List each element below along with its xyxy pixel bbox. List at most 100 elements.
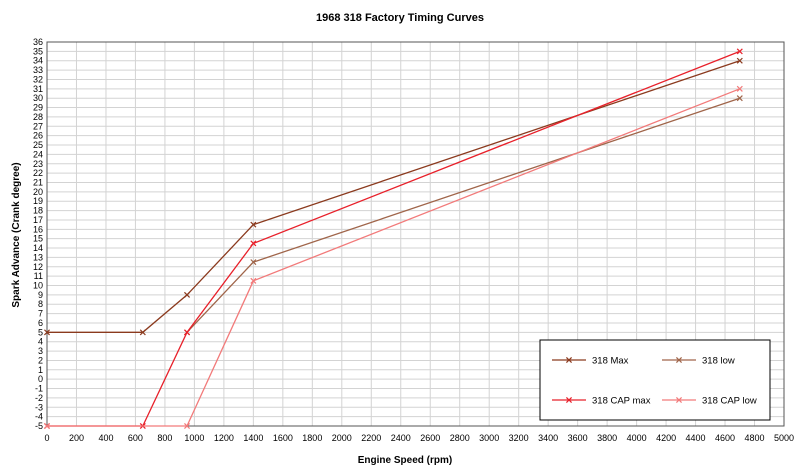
y-tick-label: 18 (33, 206, 43, 216)
y-tick-label: 34 (33, 56, 43, 66)
x-tick-label: 4400 (686, 433, 706, 443)
y-tick-label: 5 (38, 327, 43, 337)
y-tick-label: 31 (33, 84, 43, 94)
chart-title: 1968 318 Factory Timing Curves (316, 12, 484, 24)
x-tick-label: 2600 (420, 433, 440, 443)
y-tick-label: -3 (35, 402, 43, 412)
y-tick-label: 6 (38, 318, 43, 328)
y-tick-label: 29 (33, 103, 43, 113)
data-point (675, 396, 683, 404)
data-point (736, 95, 743, 102)
y-tick-label: 11 (34, 271, 43, 281)
data-point (184, 329, 191, 336)
x-tick-label: 1400 (243, 433, 263, 443)
data-point (139, 329, 146, 336)
x-tick-label: 3600 (568, 433, 588, 443)
legend: 318 Max 318 low 318 CAP max 318 CAP low (539, 339, 771, 421)
y-tick-label: 8 (38, 299, 43, 309)
data-point (250, 277, 257, 284)
y-tick-label: 32 (33, 74, 43, 84)
y-tick-label: 24 (33, 149, 43, 159)
y-tick-label: 20 (33, 187, 43, 197)
y-tick-label: -4 (35, 412, 43, 422)
legend-label: 318 CAP max (592, 396, 651, 407)
x-axis-label: Engine Speed (rpm) (358, 455, 452, 466)
y-tick-label: 17 (33, 215, 43, 225)
y-tick-label: 26 (33, 131, 43, 141)
y-tick-label: -5 (35, 421, 43, 431)
tick-labels: 0 200 400 600 800 1000 1200 1400 1600 1800 2000 220… (33, 37, 794, 443)
y-tick-label: 7 (38, 309, 43, 319)
y-tick-label: 4 (38, 337, 43, 347)
x-tick-label: 3400 (538, 433, 558, 443)
series-line (47, 88, 741, 427)
legend-label: 318 Max (592, 356, 629, 367)
x-tick-label: 2000 (332, 433, 352, 443)
x-tick-label: 1600 (273, 433, 293, 443)
data-point (736, 48, 743, 55)
plot-border (46, 41, 785, 427)
x-tick-label: 2400 (391, 433, 411, 443)
y-tick-label: 2 (38, 355, 43, 365)
y-tick-label: 19 (33, 196, 43, 206)
series-3 (43, 85, 743, 430)
data-point (184, 291, 191, 298)
data-point (675, 356, 683, 364)
y-tick-label: 0 (38, 374, 43, 384)
y-tick-label: 14 (33, 243, 43, 253)
y-tick-label: 36 (33, 37, 43, 47)
series-lines (43, 48, 743, 430)
x-tick-label: 200 (69, 433, 84, 443)
legend-label: 318 CAP low (702, 396, 757, 407)
x-tick-label: 4800 (745, 433, 765, 443)
x-tick-label: 2200 (361, 433, 381, 443)
data-point (736, 85, 743, 92)
y-tick-label: 35 (33, 46, 43, 56)
x-tick-label: 600 (128, 433, 143, 443)
x-tick-label: 5000 (774, 433, 794, 443)
x-tick-label: 3000 (479, 433, 499, 443)
x-tick-label: 4000 (627, 433, 647, 443)
y-tick-label: 16 (33, 224, 43, 234)
legend-item: 318 Max (552, 356, 629, 367)
y-tick-label: 15 (33, 234, 43, 244)
legend-item: 318 low (662, 356, 735, 367)
y-tick-label: 27 (33, 121, 43, 131)
x-tick-label: 800 (157, 433, 172, 443)
x-tick-label: 1800 (302, 433, 322, 443)
data-point (565, 356, 573, 364)
y-tick-label: -1 (35, 384, 43, 394)
x-tick-label: 2800 (450, 433, 470, 443)
series-0 (43, 57, 743, 336)
y-tick-label: 21 (33, 177, 43, 187)
x-tick-label: 0 (44, 433, 49, 443)
x-tick-label: 4200 (656, 433, 676, 443)
legend-item: 318 CAP low (662, 396, 757, 407)
data-point (43, 422, 51, 430)
data-point (565, 396, 573, 404)
y-tick-label: 12 (33, 262, 43, 272)
x-tick-label: 400 (98, 433, 113, 443)
y-tick-label: -2 (35, 393, 43, 403)
y-tick-label: 9 (38, 290, 43, 300)
y-tick-label: 1 (38, 365, 43, 375)
legend-box (539, 339, 771, 421)
y-tick-label: 10 (33, 281, 43, 291)
x-tick-label: 3800 (597, 433, 617, 443)
y-tick-label: 13 (33, 252, 43, 262)
x-tick-label: 3200 (509, 433, 529, 443)
y-axis-label: Spark Advance (Crank degree) (11, 162, 22, 307)
x-tick-label: 1000 (184, 433, 204, 443)
y-tick-label: 25 (33, 140, 43, 150)
data-point (250, 221, 257, 228)
data-point (250, 259, 257, 266)
y-tick-label: 33 (33, 65, 43, 75)
y-tick-label: 30 (33, 93, 43, 103)
x-tick-label: 1200 (214, 433, 234, 443)
legend-label: 318 low (702, 356, 735, 367)
data-point (184, 422, 191, 430)
data-point (43, 329, 51, 336)
y-tick-label: 23 (33, 159, 43, 169)
